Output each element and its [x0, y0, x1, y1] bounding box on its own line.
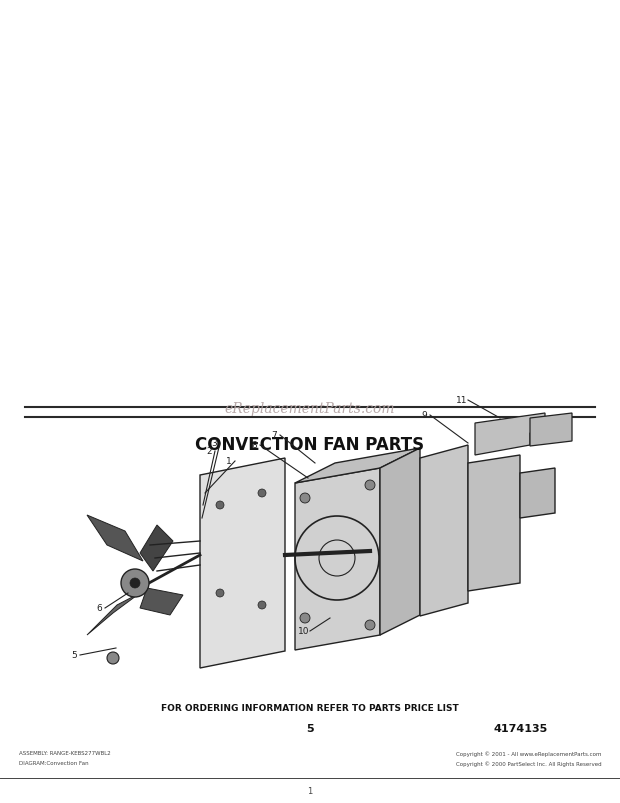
Circle shape	[216, 501, 224, 509]
Text: 8: 8	[251, 441, 257, 450]
Text: 2: 2	[206, 447, 212, 456]
Polygon shape	[200, 459, 285, 668]
Polygon shape	[420, 446, 468, 616]
Text: 5: 5	[306, 723, 314, 733]
Polygon shape	[530, 414, 572, 446]
Circle shape	[130, 578, 140, 589]
Text: FOR ORDERING INFORMATION REFER TO PARTS PRICE LIST: FOR ORDERING INFORMATION REFER TO PARTS …	[161, 703, 459, 712]
Text: Copyright © 2001 - All www.eReplacementParts.com: Copyright © 2001 - All www.eReplacementP…	[456, 750, 601, 756]
Polygon shape	[475, 414, 545, 455]
Text: CONVECTION FAN PARTS: CONVECTION FAN PARTS	[195, 435, 425, 454]
Polygon shape	[295, 468, 380, 650]
Polygon shape	[520, 468, 555, 519]
Circle shape	[121, 569, 149, 597]
Polygon shape	[87, 593, 140, 635]
Text: 1: 1	[226, 457, 232, 466]
Text: 4174135: 4174135	[494, 723, 548, 733]
Text: 9: 9	[421, 411, 427, 420]
Text: ASSEMBLY: RANGE-KEBS277WBL2: ASSEMBLY: RANGE-KEBS277WBL2	[19, 751, 110, 756]
Polygon shape	[87, 516, 143, 561]
Polygon shape	[140, 525, 173, 571]
Text: 5: 5	[71, 650, 77, 660]
Text: 10: 10	[298, 626, 310, 636]
Circle shape	[258, 489, 266, 497]
Circle shape	[365, 620, 375, 630]
Circle shape	[216, 589, 224, 597]
Text: 7: 7	[271, 431, 277, 440]
Circle shape	[258, 601, 266, 609]
Polygon shape	[380, 448, 420, 635]
Text: DIAGRAM:Convection Fan: DIAGRAM:Convection Fan	[19, 760, 88, 765]
Circle shape	[365, 480, 375, 491]
Text: 11: 11	[456, 396, 467, 405]
Circle shape	[300, 493, 310, 503]
Text: 3: 3	[211, 439, 217, 448]
Circle shape	[300, 613, 310, 623]
Polygon shape	[140, 589, 183, 615]
Polygon shape	[295, 448, 420, 483]
Polygon shape	[468, 455, 520, 591]
Text: 6: 6	[96, 604, 102, 613]
Text: eReplacementParts.com: eReplacementParts.com	[224, 402, 396, 415]
Text: 1: 1	[308, 786, 312, 796]
Circle shape	[107, 652, 119, 664]
Text: Copyright © 2000 PartSelect Inc. All Rights Reserved: Copyright © 2000 PartSelect Inc. All Rig…	[456, 760, 601, 766]
